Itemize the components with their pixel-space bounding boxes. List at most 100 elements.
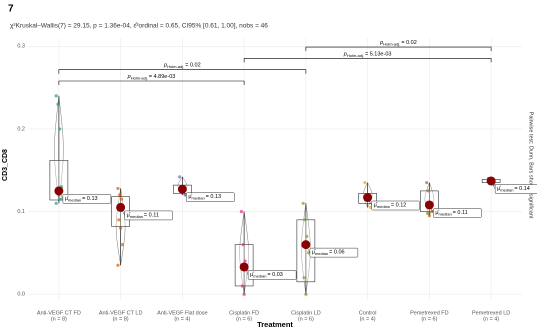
median-label-box	[186, 192, 235, 202]
chart-title: 7	[8, 4, 14, 15]
data-point	[363, 181, 367, 185]
data-point	[305, 234, 309, 238]
x-tick-count: (n = 6)	[236, 316, 252, 322]
pairwise-value: = 4.89e-03	[149, 74, 175, 80]
y-tick-label: 0.0	[17, 292, 25, 298]
median-symbol: μ̂	[435, 210, 439, 216]
median-symbol: μ̂	[188, 195, 192, 201]
median-symbol: μ̂	[250, 272, 254, 278]
data-point	[425, 181, 429, 185]
median-label: μ̂median= 0.11	[127, 213, 159, 219]
median-label-box	[309, 247, 359, 258]
x-tick-count: (n = 4)	[174, 316, 190, 322]
x-tick-count: (n = 4)	[360, 316, 376, 322]
pairwise-sub: Holm-adj.	[167, 64, 184, 69]
data-point	[368, 205, 372, 210]
pairwise-sub: Holm-adj.	[131, 76, 148, 81]
x-tick-label: Pemetrexed LD	[472, 310, 510, 316]
median-label: μ̂median= 0.06	[312, 250, 345, 256]
violin	[54, 95, 64, 204]
median-label: μ̂median= 0.12	[374, 203, 407, 209]
chart-subtitle: χ²Kruskal–Wallis(7) = 29.15, p = 1.36e-0…	[10, 23, 268, 30]
x-tick-label: Control	[359, 310, 377, 316]
pairwise-p: p	[163, 63, 167, 69]
pairwise-label: pHolm-adj.= 0.02	[379, 41, 417, 47]
data-point	[54, 201, 58, 205]
data-point	[427, 214, 431, 218]
y-tick-label: 0.2	[17, 126, 25, 132]
pairwise-sub: Holm-adj.	[347, 53, 364, 58]
median-value: = 0.06	[329, 250, 344, 256]
x-tick-label: Pemetrexed FD	[410, 310, 449, 316]
data-point	[241, 243, 245, 247]
median-label: μ̂median= 0.14	[497, 186, 530, 192]
x-tick-label: Anti-VEGF CT LD	[99, 310, 143, 316]
data-point	[54, 94, 58, 98]
median-label-box	[124, 210, 173, 221]
data-point	[302, 276, 306, 280]
median-label-box	[433, 208, 482, 218]
median-label-box	[494, 184, 537, 194]
pairwise-label: pHolm-adj.= 0.02	[163, 63, 201, 69]
median-label-leader	[429, 204, 434, 214]
x-tick-count: (n = 8)	[113, 316, 129, 322]
median-value: = 0.11	[144, 213, 159, 219]
median-label-leader	[58, 190, 64, 199]
y-tick-label: 0.1	[17, 209, 25, 215]
median-label-leader	[120, 207, 125, 216]
data-point	[178, 175, 182, 179]
median-sub: median	[500, 188, 513, 193]
pairwise-p: p	[127, 74, 131, 80]
data-point	[303, 218, 307, 222]
data-point	[243, 259, 247, 263]
data-point	[304, 292, 308, 296]
violin	[177, 176, 188, 196]
median-sub: median	[130, 214, 143, 219]
median-sub: median	[439, 212, 452, 217]
median-label-leader	[490, 180, 496, 190]
pairwise-p: p	[343, 52, 347, 58]
median-label-box	[62, 194, 112, 204]
data-point	[120, 243, 125, 247]
y-axis-label: CD3_CD8	[2, 149, 9, 181]
data-point	[301, 201, 305, 205]
x-tick-count: (n = 8)	[51, 316, 67, 322]
median-sub: median	[377, 204, 390, 209]
pairwise-value: = 0.02	[185, 63, 200, 69]
median-symbol: μ̂	[374, 203, 378, 209]
data-point	[117, 218, 121, 222]
data-point	[425, 211, 430, 215]
pairwise-value: = 5.13e-03	[365, 52, 391, 58]
data-point	[240, 284, 244, 288]
x-tick-count: (n = 4)	[483, 316, 499, 322]
median-sub: median	[192, 196, 205, 201]
pairwise-label: pHolm-adj.= 4.89e-03	[127, 74, 176, 80]
data-point	[116, 186, 120, 191]
x-tick-label: Anti-VEGF Flat dose	[157, 310, 207, 316]
data-point	[306, 251, 311, 255]
data-point	[116, 263, 120, 267]
data-point	[239, 209, 244, 214]
data-point	[56, 102, 60, 106]
caption: Pairwise test: Dunn, Bars shown: signifi…	[528, 112, 534, 219]
pairwise-label: pHolm-adj.= 5.13e-03	[343, 52, 392, 58]
pairwise-p: p	[379, 41, 383, 47]
median-symbol: μ̂	[127, 213, 131, 219]
median-label-box	[247, 270, 297, 280]
median-value: = 0.11	[453, 210, 468, 216]
data-point	[242, 292, 246, 296]
box	[49, 160, 69, 201]
median-label-leader	[243, 266, 249, 276]
data-point	[119, 226, 123, 230]
pairwise-bracket	[305, 46, 492, 52]
median-sub: median	[315, 251, 328, 256]
x-tick-count: (n = 6)	[421, 316, 437, 322]
median-symbol: μ̂	[65, 196, 69, 202]
median-label: μ̂median= 0.03	[250, 272, 283, 278]
median-sub: median	[253, 274, 266, 279]
x-tick-count: (n = 6)	[298, 316, 314, 322]
median-label: μ̂median= 0.13	[65, 196, 98, 202]
data-point	[58, 127, 62, 131]
x-tick-label: Anti-VEGF CT FD	[37, 310, 81, 316]
